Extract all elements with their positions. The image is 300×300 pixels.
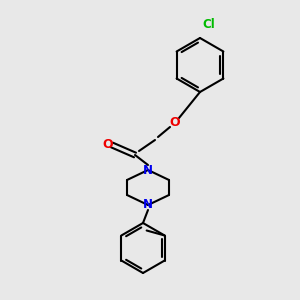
Text: O: O <box>170 116 180 128</box>
Text: Cl: Cl <box>202 18 215 31</box>
Text: N: N <box>143 164 153 176</box>
Text: N: N <box>143 199 153 212</box>
Text: O: O <box>103 137 113 151</box>
